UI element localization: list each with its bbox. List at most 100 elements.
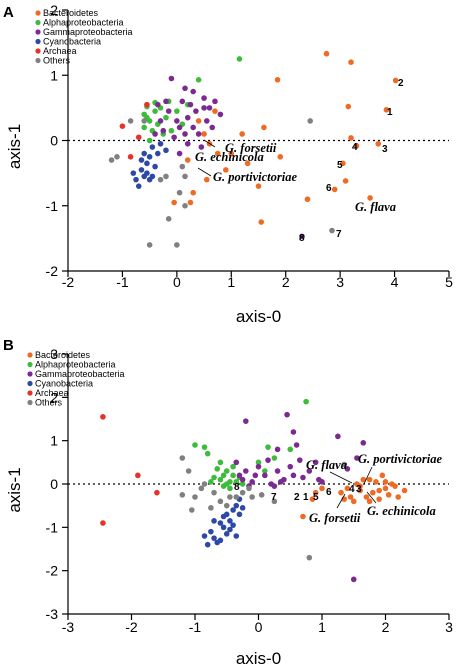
point-gammaproteobacteria-b <box>239 476 246 483</box>
legend-marker-alphaproteobacteria-b <box>27 361 33 368</box>
point-bacteroidetes-a <box>274 77 281 83</box>
point-others-a <box>176 189 183 196</box>
point-cyanobacteria-a <box>149 144 156 150</box>
point-cyanobacteria-b <box>239 505 246 511</box>
point-alphaproteobacteria-b <box>227 485 233 492</box>
point-bacteroidetes-a <box>223 167 229 173</box>
point-cyanobacteria-b <box>208 528 214 535</box>
point-others-b <box>249 494 255 500</box>
point-bacteroidetes-b <box>357 487 363 494</box>
point-gammaproteobacteria-b <box>306 468 313 474</box>
point-others-b <box>227 494 233 500</box>
point-gammaproteobacteria-a <box>201 95 207 101</box>
point-archaea-a <box>135 134 142 141</box>
point-others-a <box>141 118 147 124</box>
point-gammaproteobacteria-a <box>206 105 213 111</box>
point-bacteroidetes-b <box>376 487 382 494</box>
point-bacteroidetes-b <box>366 498 373 505</box>
x-tick-label-a: 1 <box>227 274 235 290</box>
point-alphaproteobacteria-b <box>255 459 262 466</box>
point-gammaproteobacteria-b <box>274 468 281 474</box>
annotation-g-forsetii-b: G. forsetii <box>309 511 361 525</box>
annotation-g-echinicola-b: G. echinicola <box>367 504 436 518</box>
point-gammaproteobacteria-b <box>335 433 341 440</box>
point-gammaproteobacteria-a <box>155 101 161 108</box>
y-tick-label-a: -2 <box>46 263 59 279</box>
annotation-line-echinicola-b <box>366 491 377 504</box>
point-gammaproteobacteria-b <box>274 446 281 453</box>
point-cyanobacteria-a <box>130 170 137 176</box>
y-tick-label-b: -2 <box>46 563 59 579</box>
point-gammaproteobacteria-a <box>163 98 169 105</box>
point-others-a <box>182 202 188 209</box>
legend-label-others-a: Others <box>43 56 71 66</box>
point-alphaproteobacteria-b <box>217 459 224 466</box>
point-label-5-a: 5 <box>337 160 343 171</box>
point-cyanobacteria-b <box>201 533 208 539</box>
point-bacteroidetes-a <box>323 50 330 57</box>
point-cyanobacteria-a <box>133 176 139 183</box>
x-tick-label-a: 5 <box>445 274 453 290</box>
point-others-a <box>108 157 115 163</box>
panel-label-b: B <box>3 337 14 354</box>
point-others-b <box>341 461 348 468</box>
point-gammaproteobacteria-a <box>184 114 191 121</box>
annotation-g-forsetii-a: G. forsetii <box>225 141 277 155</box>
point-alphaproteobacteria-b <box>239 481 246 487</box>
point-bacteroidetes-a <box>214 150 221 157</box>
point-bacteroidetes-b <box>338 489 344 496</box>
legend-marker-gammaproteobacteria-b <box>27 371 33 377</box>
point-label-5-b: 5 <box>313 492 319 503</box>
point-gammaproteobacteria-b <box>296 457 303 463</box>
point-others-b <box>185 468 192 474</box>
x-tick-label-b: 0 <box>255 619 263 635</box>
point-alphaproteobacteria-a <box>195 77 202 83</box>
point-label-4-b: 4 <box>349 484 355 495</box>
point-bacteroidetes-b <box>366 476 373 483</box>
point-gammaproteobacteria-b <box>243 418 249 424</box>
point-others-b <box>239 489 246 496</box>
point-gammaproteobacteria-a <box>168 75 175 82</box>
point-gammaproteobacteria-b <box>344 466 351 472</box>
y-tick-label-b: 3 <box>50 346 58 362</box>
point-gammaproteobacteria-a <box>203 118 210 124</box>
point-others-b <box>223 502 230 509</box>
x-tick-label-b: -3 <box>62 619 75 635</box>
legend-marker-gammaproteobacteria-a <box>35 29 41 35</box>
annotation-g-echinicola-a: G. echinicola <box>195 150 264 164</box>
point-bacteroidetes-a <box>203 176 210 183</box>
point-bacteroidetes-a <box>258 219 265 225</box>
point-cyanobacteria-a <box>138 157 145 163</box>
point-others-a <box>163 173 169 180</box>
x-tick-label-b: -1 <box>189 619 202 635</box>
point-bacteroidetes-a <box>277 154 284 160</box>
point-gammaproteobacteria-a <box>190 124 196 131</box>
point-gammaproteobacteria-b <box>265 457 271 463</box>
legend-label-bacteroidetes-a: Bacteroidetes <box>43 8 99 18</box>
annotation-line-portivictoriae-b <box>363 466 373 485</box>
legend-label-gammaproteobacteria-a: Gammaproteobacteria <box>43 27 133 37</box>
point-cyanobacteria-b <box>236 511 243 518</box>
x-tick-label-a: -2 <box>62 274 75 290</box>
point-label-6-b: 6 <box>326 487 332 498</box>
annotation-line-forsetii-a <box>203 139 216 148</box>
y-tick-label-b: -1 <box>46 519 59 535</box>
point-gammaproteobacteria-a <box>217 111 224 118</box>
legend-label-archaea-b: Archaea <box>35 388 69 398</box>
scatter-plot-a: -2 -1 0 1 2 3 4 5-2-1012axis-0axis-1Bacteroidet… <box>5 2 453 326</box>
point-alphaproteobacteria-b <box>287 446 294 453</box>
y-tick-label-b: -3 <box>46 606 59 622</box>
point-others-a <box>179 163 186 170</box>
legend-marker-others-b <box>27 399 33 406</box>
point-gammaproteobacteria-a <box>176 124 183 131</box>
x-tick-label-b: 1 <box>318 619 326 635</box>
point-alphaproteobacteria-a <box>152 108 158 114</box>
point-bacteroidetes-b <box>347 494 354 500</box>
point-bacteroidetes-b <box>392 483 398 489</box>
point-gammaproteobacteria-a <box>209 124 216 131</box>
point-others-b <box>192 494 198 500</box>
point-bacteroidetes-b <box>379 472 386 479</box>
x-tick-label-b: 2 <box>382 619 390 635</box>
point-gammaproteobacteria-b <box>233 459 240 466</box>
point-gammaproteobacteria-b <box>287 463 294 470</box>
